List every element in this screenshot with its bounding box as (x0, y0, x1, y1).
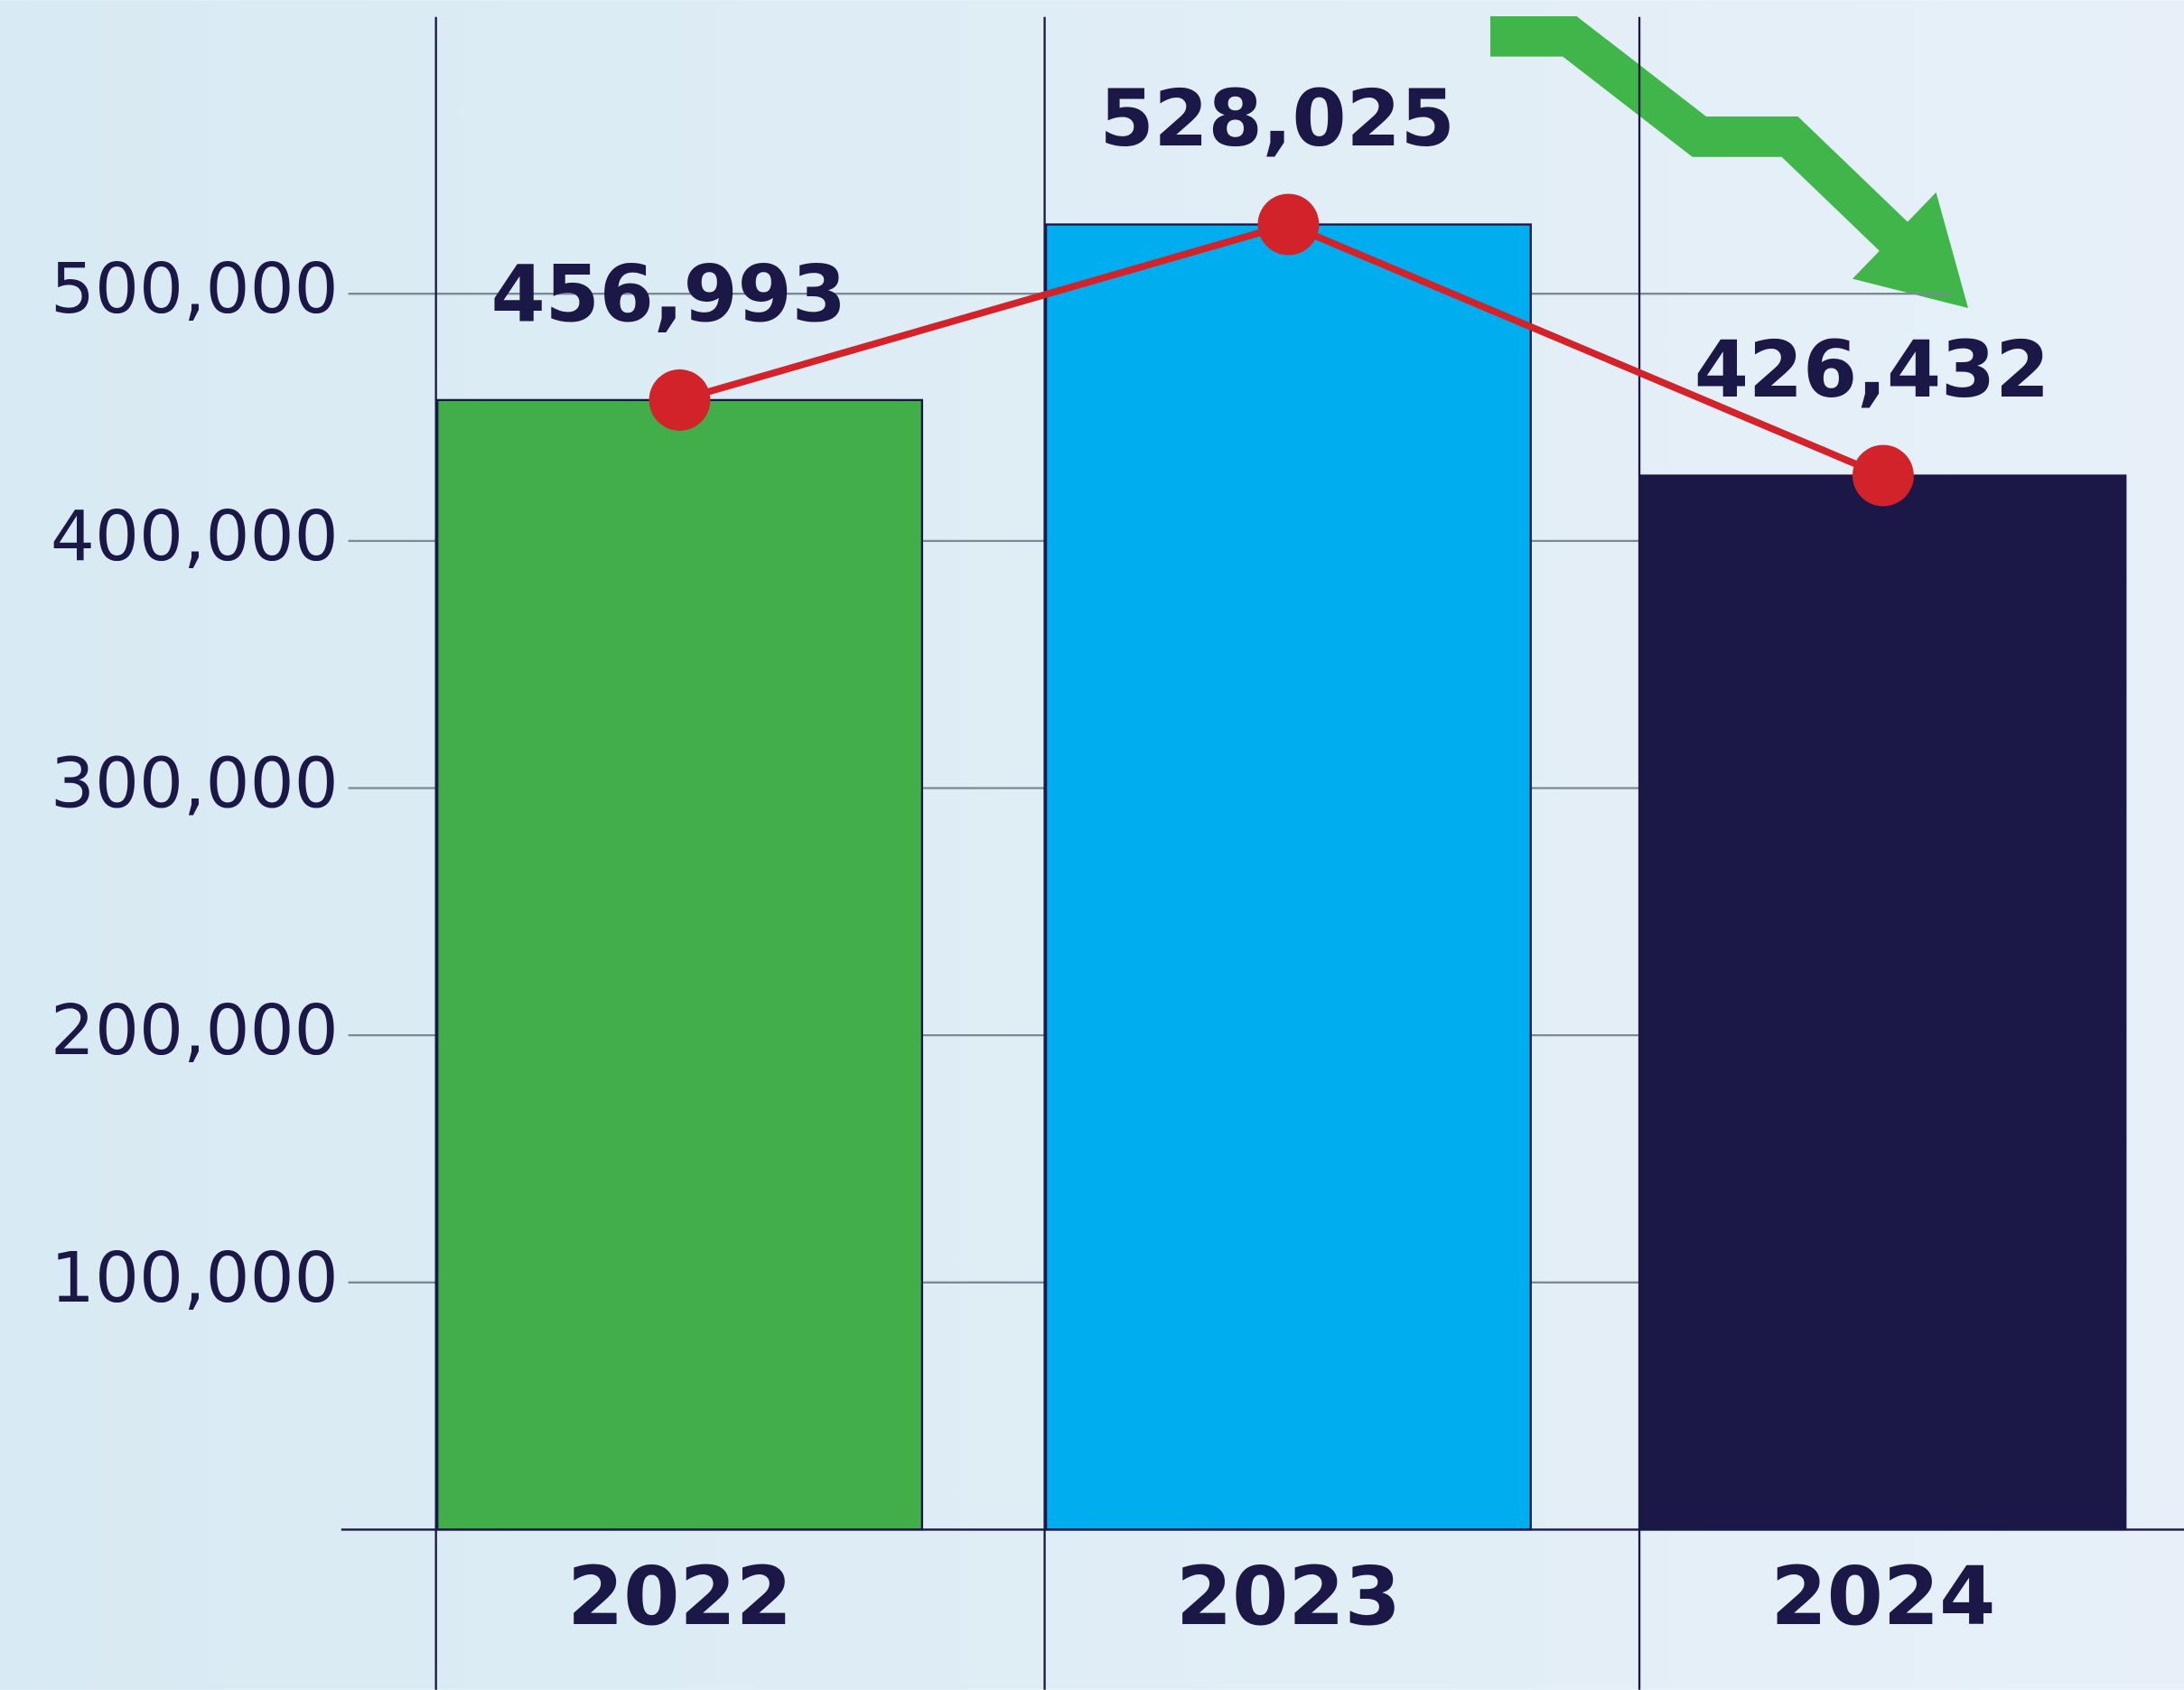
trend-arrow (1490, 15, 1968, 309)
y-tick-label: 200,000 (51, 990, 339, 1071)
x-tick-label: 2022 (567, 1550, 792, 1644)
y-tick-label: 500,000 (51, 248, 339, 330)
arrow-shaft (1490, 15, 1911, 255)
y-tick-label: 100,000 (51, 1237, 339, 1319)
y-tick-label: 400,000 (51, 496, 339, 577)
point (1257, 193, 1320, 256)
point (649, 369, 711, 431)
bar (436, 398, 924, 1531)
x-tick-label: 2023 (1176, 1550, 1401, 1644)
value-label: 426,432 (1694, 325, 2049, 415)
x-tick-label: 2024 (1770, 1550, 1995, 1644)
value-label: 528,025 (1099, 74, 1454, 164)
arrow-head (1852, 192, 1968, 309)
value-label: 456,993 (491, 249, 846, 340)
y-tick-label: 300,000 (51, 743, 339, 825)
point (1852, 444, 1914, 507)
bar (1639, 474, 2127, 1531)
bar (1044, 223, 1532, 1531)
